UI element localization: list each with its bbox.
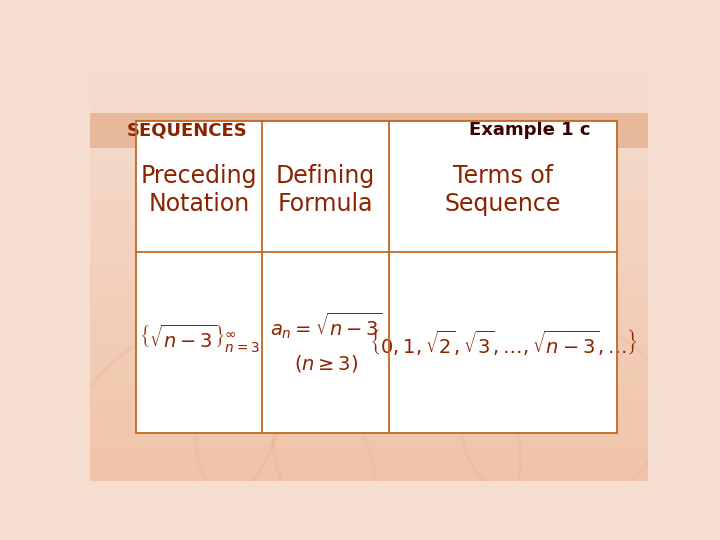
Bar [90,361,648,366]
Bar [90,262,648,267]
Bar [90,387,648,392]
Bar [90,215,648,221]
Bar [90,377,648,382]
Bar [90,221,648,226]
Bar [90,475,648,481]
Bar [90,70,648,75]
Text: Example 1 c: Example 1 c [469,122,591,139]
Text: $\left\{0, 1, \sqrt{2}, \sqrt{3}, \ldots, \sqrt{n-3}, \ldots\right\}$: $\left\{0, 1, \sqrt{2}, \sqrt{3}, \ldots… [369,327,637,357]
Bar [90,122,648,127]
Bar [90,465,648,470]
Bar [90,190,648,195]
Bar [90,444,648,449]
Bar [90,340,648,346]
Bar [90,304,648,309]
Text: Formula: Formula [278,192,374,216]
Bar [90,168,648,174]
Bar [90,408,648,413]
Bar [90,278,648,283]
Bar [90,413,648,418]
Bar [90,112,648,117]
Bar [90,101,648,106]
Bar [90,314,648,320]
Bar [90,143,648,148]
Bar [90,325,648,330]
Text: $a_n = \sqrt{n-3}$: $a_n = \sqrt{n-3}$ [270,310,382,341]
Bar [90,205,648,210]
Bar [90,158,648,164]
Bar [90,350,648,356]
Bar [90,460,648,465]
Bar [90,418,648,423]
Bar [136,121,617,433]
Text: Defining: Defining [276,164,375,188]
Bar [90,252,648,257]
Bar [90,237,648,241]
Bar [90,455,648,460]
Bar [90,65,648,70]
Bar [90,75,648,80]
Bar [90,330,648,335]
Bar [90,96,648,101]
Bar [90,80,648,85]
Bar [90,366,648,372]
Bar [90,273,648,278]
Bar [90,423,648,429]
Bar [90,247,648,252]
Bar [90,335,648,340]
Bar [90,403,648,408]
Bar [90,231,648,237]
Bar [90,132,648,138]
Bar [90,372,648,377]
Bar [90,200,648,205]
Bar [90,257,648,262]
Bar [90,106,648,112]
Bar [90,174,648,179]
Bar [90,210,648,215]
Bar [136,121,617,433]
Bar [90,85,648,91]
Bar [90,382,648,387]
Text: Sequence: Sequence [445,192,562,216]
Bar [90,117,648,122]
Bar [90,439,648,444]
Text: $(n \geq 3)$: $(n \geq 3)$ [294,353,358,374]
Bar [90,346,648,350]
Bar [90,299,648,304]
Bar [90,449,648,455]
Bar [90,148,648,153]
Bar [90,195,648,200]
Bar [90,320,648,325]
Bar [90,179,648,184]
Bar [90,153,648,158]
Text: Preceding: Preceding [141,164,257,188]
Bar [90,184,648,190]
Bar [90,127,648,132]
Bar [90,397,648,403]
Bar [90,356,648,361]
Bar [90,226,648,231]
Bar [90,283,648,288]
Bar [90,164,648,168]
Bar [90,309,648,314]
Bar [90,429,648,434]
Text: Notation: Notation [148,192,250,216]
Bar [90,267,648,273]
Bar [90,470,648,475]
Bar [90,294,648,299]
Text: SEQUENCES: SEQUENCES [126,122,247,139]
Text: $\left\{\sqrt{n-3}\right\}_{n=3}^{\infty}$: $\left\{\sqrt{n-3}\right\}_{n=3}^{\infty… [139,322,259,355]
Bar [90,288,648,294]
Bar [90,434,648,439]
Bar [90,91,648,96]
Bar [90,241,648,247]
Bar [90,392,648,397]
Bar [90,113,648,148]
Bar [90,138,648,143]
Text: Terms of: Terms of [453,164,553,188]
